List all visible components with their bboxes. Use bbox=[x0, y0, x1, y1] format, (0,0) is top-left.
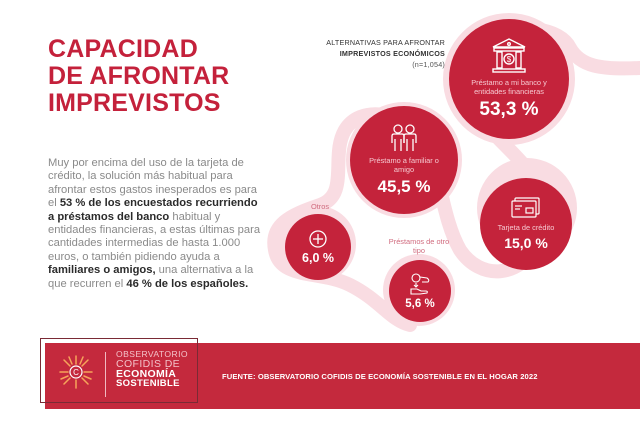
title-line-1: CAPACIDAD bbox=[48, 35, 198, 63]
chart-header-line1: ALTERNATIVAS PARA AFRONTAR bbox=[326, 38, 445, 47]
svg-text:$: $ bbox=[507, 55, 512, 64]
svg-text:C: C bbox=[73, 368, 79, 377]
logo-line-3: ECONOMÍA bbox=[116, 368, 177, 380]
intro-seg-2: habitual y entidades financieras, a esta… bbox=[48, 210, 261, 263]
bubble-others-value: 6,0 % bbox=[302, 250, 334, 265]
bubble-others: 6,0 % bbox=[285, 214, 351, 280]
title-line-2: DE AFRONTAR bbox=[48, 62, 230, 90]
bubble-family-label: Préstamo a familiar o amigo bbox=[369, 156, 439, 174]
footer-logo-frame bbox=[40, 338, 198, 403]
intro-seg-5: 46 % de los españoles. bbox=[126, 277, 249, 290]
other-loans-label: Préstamos de otro tipo bbox=[388, 237, 450, 255]
bubble-bank-label: Préstamo a mi banco y entidades financie… bbox=[471, 78, 547, 96]
credit-card-icon bbox=[511, 197, 540, 218]
bubble-bank-loan: $ Préstamo a mi banco y entidades financ… bbox=[449, 19, 569, 139]
logo-line-2: COFIDIS DE bbox=[116, 358, 181, 370]
intro-seg-0: Muy por encima del uso de la tarjeta de … bbox=[48, 157, 257, 210]
logo-line-4: SOSTENIBLE bbox=[116, 378, 180, 389]
bubble-family-loan: Préstamo a familiar o amigo 45,5 % bbox=[350, 106, 458, 214]
bubble-card-label: Tarjeta de crédito bbox=[497, 223, 555, 232]
logo-divider bbox=[105, 352, 106, 397]
source-citation: FUENTE: OBSERVATORIO COFIDIS DE ECONOMÍA… bbox=[222, 372, 538, 381]
bubble-bank-value: 53,3 % bbox=[479, 99, 539, 120]
footer-logo-text: OBSERVATORIO COFIDIS DE ECONOMÍA SOSTENI… bbox=[116, 349, 188, 389]
others-label: Otros bbox=[310, 202, 330, 211]
logo-line-1: OBSERVATORIO bbox=[116, 349, 188, 359]
page-title: CAPACIDAD DE AFRONTAR IMPREVISTOS bbox=[48, 36, 229, 117]
bubble-other-loans: 5,6 % bbox=[389, 260, 451, 322]
footer-bar bbox=[45, 343, 640, 409]
plus-circle-icon bbox=[309, 229, 327, 248]
bubble-credit-card: Tarjeta de crédito 15,0 % bbox=[480, 178, 572, 270]
intro-paragraph: Muy por encima del uso de la tarjeta de … bbox=[48, 157, 263, 291]
intro-seg-1: 53 % de los encuestados recurriendo a pr… bbox=[48, 197, 258, 223]
coin-hand-icon bbox=[410, 272, 430, 295]
intro-seg-3: familiares o amigos, bbox=[48, 264, 156, 277]
bubble-card-value: 15,0 % bbox=[504, 235, 548, 251]
bubble-other-loans-value: 5,6 % bbox=[405, 297, 435, 310]
intro-seg-4: una alternativa a la que recurren el bbox=[48, 264, 254, 290]
chart-header: ALTERNATIVAS PARA AFRONTAR IMPREVISTOS E… bbox=[300, 37, 445, 70]
cofidis-sun-logo-icon: C bbox=[59, 355, 93, 389]
bubble-family-value: 45,5 % bbox=[377, 177, 431, 196]
chart-header-line2: IMPREVISTOS ECONÓMICOS bbox=[339, 49, 445, 58]
title-line-3: IMPREVISTOS bbox=[48, 89, 221, 117]
bank-icon: $ bbox=[492, 38, 526, 73]
people-icon bbox=[391, 124, 417, 151]
chart-sample-size: (n=1,054) bbox=[412, 60, 445, 69]
